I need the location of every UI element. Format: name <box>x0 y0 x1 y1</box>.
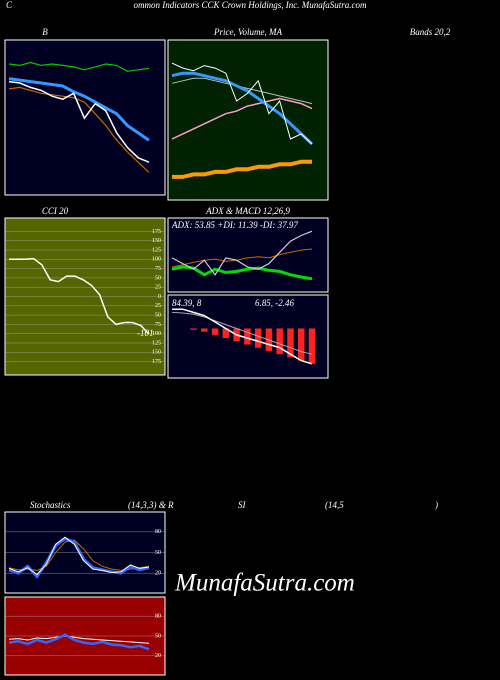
histogram-bar <box>244 328 251 345</box>
histogram-bar <box>201 328 208 332</box>
y-tick-label: 25 <box>155 285 161 291</box>
histogram-bar <box>222 328 230 339</box>
series-line <box>171 311 313 355</box>
series-line <box>8 61 150 72</box>
page-title: ommon Indicators CCK Crown Holdings, Inc… <box>134 0 367 10</box>
lower-title: SI <box>238 500 247 510</box>
chart-title: CCI 20 <box>42 206 69 216</box>
series-line <box>8 77 150 142</box>
histogram-bar <box>190 328 197 330</box>
y-tick-label: 150 <box>152 238 161 244</box>
series-line <box>171 230 313 276</box>
y-tick-label: 25 <box>155 303 161 309</box>
initial: C <box>6 0 13 10</box>
last-value-label: -101 <box>137 328 154 338</box>
y-tick-label: 75 <box>155 322 161 328</box>
y-tick-label: 50 <box>155 550 161 556</box>
y-tick-label: 80 <box>155 614 161 620</box>
y-tick-label: 100 <box>152 257 161 263</box>
series-line <box>171 265 313 281</box>
y-tick-label: 175 <box>152 359 161 365</box>
lower-title: ) <box>434 500 438 510</box>
series-line <box>171 71 314 146</box>
series-line <box>8 86 150 173</box>
y-tick-label: 75 <box>155 266 161 272</box>
chart-title: Bands 20,2 <box>410 27 451 37</box>
lower-title: Stochastics <box>30 500 71 510</box>
series-line <box>8 536 150 576</box>
chart-title: Price, Volume, MA <box>213 27 282 37</box>
y-tick-label: 50 <box>155 312 161 318</box>
y-tick-label: 150 <box>152 350 161 356</box>
histogram-bar <box>211 328 219 335</box>
histogram-bar <box>308 328 316 364</box>
y-tick-label: 20 <box>155 571 161 577</box>
series-line <box>9 257 150 335</box>
annotation: 84.39, 8 <box>172 298 202 308</box>
y-tick-label: 0 <box>158 294 161 300</box>
panel <box>167 217 329 293</box>
series-line <box>171 248 313 268</box>
histogram-bar <box>287 328 294 358</box>
lower-title: (14,3,3) & R <box>128 500 174 510</box>
histogram-bar <box>254 328 262 348</box>
series-line <box>8 80 150 163</box>
y-tick-label: 50 <box>155 633 161 639</box>
chart-title: B <box>42 27 48 37</box>
series-line <box>8 635 150 644</box>
y-tick-label: 125 <box>152 247 161 253</box>
y-tick-label: 175 <box>152 229 161 235</box>
series-line <box>171 97 313 140</box>
series-line <box>172 159 312 179</box>
watermark: MunafaSutra.com <box>174 570 355 597</box>
chart-title: ADX & MACD 12,26,9 <box>205 206 290 216</box>
histogram-bar <box>276 328 283 355</box>
series-line <box>8 633 150 651</box>
histogram-bar <box>298 328 305 361</box>
y-tick-label: 125 <box>152 340 161 346</box>
lower-title: (14,5 <box>325 500 344 510</box>
y-tick-label: 20 <box>155 653 161 659</box>
y-tick-label: 50 <box>155 275 161 281</box>
y-tick-label: 80 <box>155 529 161 535</box>
stats-label: ADX: 53.85 +DI: 11.39 -DI: 37.97 <box>171 220 298 230</box>
y-tick-label: 100 <box>152 331 161 337</box>
series-line <box>171 62 313 145</box>
series-line <box>172 308 313 365</box>
annotation: 6.85, -2.46 <box>255 298 294 308</box>
